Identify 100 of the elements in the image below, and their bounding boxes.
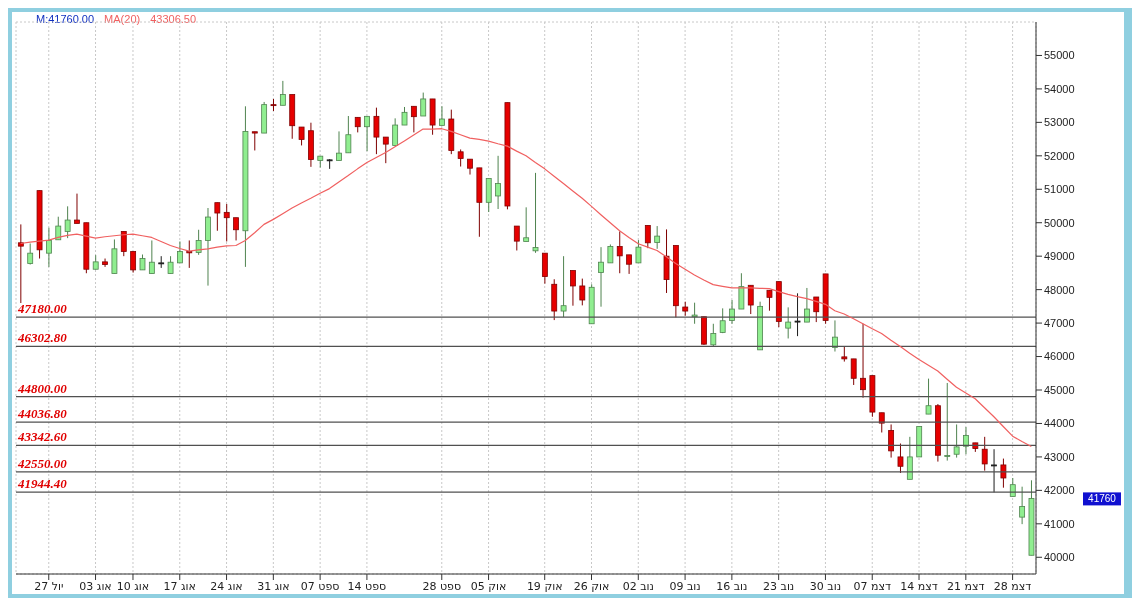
candlestick [944, 382, 951, 462]
candlestick [897, 443, 904, 474]
y-tick-label: 55000 [1044, 49, 1075, 62]
y-tick-label: 46000 [1044, 350, 1075, 363]
candlestick [953, 423, 960, 459]
x-tick-label: 07 דצמ [853, 579, 891, 593]
candlestick [850, 358, 857, 386]
y-tick-label: 48000 [1044, 283, 1075, 296]
candlestick [382, 136, 389, 164]
candlestick [654, 225, 661, 250]
ref-line-label: 43342.60 [17, 429, 68, 445]
candlestick [785, 306, 792, 339]
y-tick-label: 40000 [1044, 551, 1075, 564]
candlestick [251, 131, 258, 151]
candlestick [410, 105, 417, 133]
ref-line-label: 41944.40 [17, 476, 68, 492]
candlestick [74, 193, 80, 224]
candlestick [214, 202, 221, 232]
candlestick [541, 252, 548, 285]
text: 41760 [1088, 493, 1117, 505]
candlestick [345, 115, 352, 154]
ref-line-label: 44800.00 [17, 380, 68, 396]
candlestick [888, 423, 895, 459]
x-tick-label: 27 יול [34, 579, 64, 593]
y-tick-label: 45000 [1044, 383, 1075, 396]
candlestick [626, 254, 632, 275]
candlestick [336, 130, 342, 161]
ref-line-label: 46302.80 [17, 330, 68, 346]
y-tick-label: 41000 [1044, 517, 1075, 530]
candlestick [794, 292, 801, 337]
x-tick-label: 16 נוב [716, 579, 748, 593]
candlestick [1000, 458, 1007, 489]
candlestick [906, 436, 913, 480]
candlestick [1009, 477, 1016, 497]
candlestick [766, 289, 773, 312]
candlestick [279, 80, 286, 106]
y-tick-label: 44000 [1044, 417, 1075, 430]
candlestick [710, 323, 717, 348]
x-tick-label: 14 דצמ [900, 579, 938, 593]
candlestick [177, 240, 183, 264]
candlestick [532, 172, 539, 254]
y-tick-label: 50000 [1044, 216, 1075, 229]
candlestick [120, 230, 127, 257]
candlestick [102, 258, 108, 268]
x-tick-label: 03 אוג [79, 579, 112, 593]
x-tick-label: 26 אוק [573, 579, 610, 593]
x-tick-label: 28 דצמ [993, 579, 1032, 593]
ref-line-label: 42550.00 [17, 455, 68, 471]
candlestick [223, 203, 230, 242]
x-tick-label: 17 אוג [163, 579, 196, 593]
candlestick [523, 206, 530, 242]
candlestick [205, 207, 211, 287]
y-tick-label: 47000 [1044, 317, 1075, 329]
ref-line-label: 44036.80 [17, 406, 68, 422]
annotation: M:41760.00 [36, 13, 95, 25]
candlestick [635, 239, 642, 264]
candlestick [17, 223, 24, 304]
candlestick [27, 242, 34, 266]
x-tick-label: 14 ספט [347, 579, 387, 593]
candlestick [560, 255, 567, 318]
candlestick [981, 436, 988, 472]
candlestick [495, 155, 501, 210]
candlestick [439, 105, 445, 126]
candlestick [579, 278, 586, 306]
y-tick-label: 42000 [1044, 484, 1075, 497]
candlestick [616, 230, 623, 274]
x-tick-label: 10 אוג [116, 579, 150, 593]
ref-line-label: 47180.00 [17, 301, 68, 317]
candlestick [719, 307, 726, 334]
x-tick-label: 21 דצמ [947, 579, 985, 593]
x-tick-label: 05 אוק [470, 579, 507, 593]
text: MA(20) [104, 13, 141, 25]
annotation: 43306.50 [150, 13, 197, 25]
candlestick [878, 412, 885, 433]
candlestick [233, 217, 239, 241]
candlestick [663, 228, 670, 294]
candlestick [64, 205, 71, 239]
y-tick-label: 53000 [1044, 116, 1075, 129]
candlestick [420, 92, 427, 117]
y-tick-label: 49000 [1044, 250, 1075, 263]
candlestick [46, 227, 52, 268]
x-tick-label: 07 ספט [300, 579, 340, 593]
y-tick-label: 54000 [1044, 82, 1075, 95]
candlestick [392, 117, 399, 146]
candlestick [401, 106, 408, 126]
candlestick [925, 378, 932, 415]
candlestick [598, 246, 604, 308]
candlestick [298, 126, 305, 146]
candlestick [570, 270, 576, 307]
candlestick [738, 272, 745, 310]
candlestick [148, 239, 155, 275]
candlestick [860, 323, 866, 399]
candlestick [373, 107, 380, 155]
candlestick [195, 229, 202, 256]
candlestick [747, 284, 754, 315]
candlestick [607, 243, 614, 264]
x-tick-label: 31 אוג [257, 579, 290, 593]
candlestick [55, 216, 62, 241]
x-tick-label: 28 ספט [422, 579, 462, 593]
candlestick [1019, 486, 1026, 525]
